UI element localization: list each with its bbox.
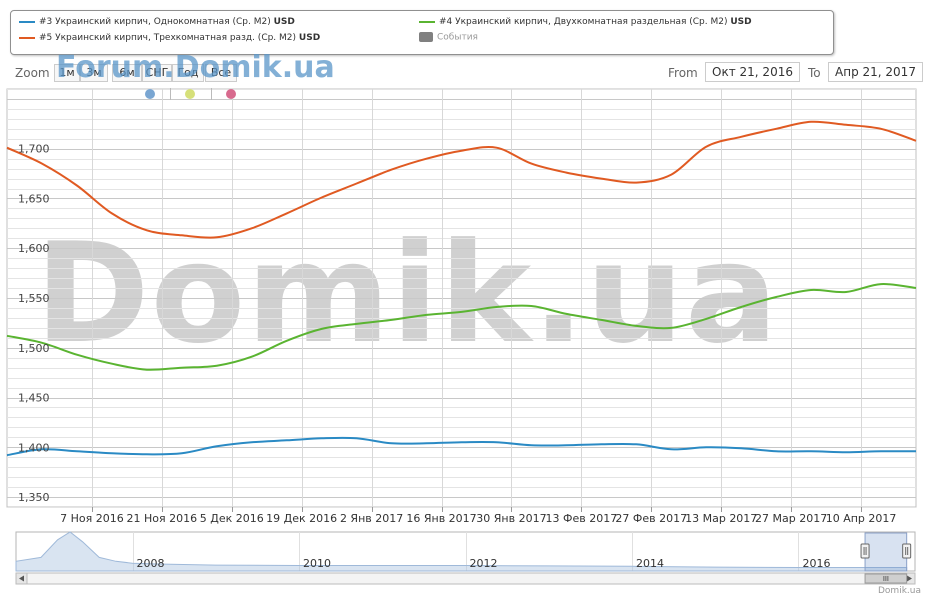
navigator-selection[interactable]	[864, 532, 908, 572]
x-tick-label: 5 Дек 2016	[200, 512, 264, 525]
navigator-handle-right[interactable]	[902, 543, 912, 559]
event-marker-1[interactable]	[145, 89, 155, 99]
x-tick-label: 7 Ноя 2016	[60, 512, 124, 525]
x-tick-label: 2 Янв 2017	[340, 512, 403, 525]
legend-swatch-icon	[419, 20, 435, 23]
from-date-input[interactable]: Окт 21, 2016	[705, 62, 800, 82]
zoom-button-1y[interactable]: Год	[172, 64, 204, 82]
legend-item-series-4[interactable]: #4 Украинский кирпич, Двухкомнатная разд…	[419, 17, 752, 27]
zoom-button-1m[interactable]: 1м	[54, 64, 80, 82]
zoom-label: Zoom	[15, 66, 50, 80]
x-tick-label: 10 Апр 2017	[826, 512, 897, 525]
legend-item-series-5[interactable]: #5 Украинский кирпич, Трехкомнатная разд…	[19, 33, 320, 43]
legend-unit: USD	[730, 17, 752, 27]
y-tick-label: 1,500	[18, 342, 50, 355]
navigator-year-label: 2012	[470, 557, 498, 570]
x-tick-label: 13 Фев 2017	[546, 512, 618, 525]
x-tick-label: 16 Янв 2017	[406, 512, 476, 525]
y-tick-label: 1,350	[18, 491, 50, 504]
y-tick-label: 1,600	[18, 242, 50, 255]
events-swatch-icon	[419, 32, 433, 42]
legend-item-events[interactable]: События	[419, 32, 478, 43]
zoom-button-3m[interactable]: 3м	[80, 64, 108, 82]
navigator-scrollbar-track[interactable]	[15, 572, 916, 585]
x-tick-label: 27 Мар 2017	[755, 512, 827, 525]
event-markers	[145, 88, 236, 100]
y-axis: 1,350 1,400 1,450 1,500 1,550 1,600 1,650 1,700	[18, 143, 50, 504]
navigator[interactable]: 2008 2010 2012 2014 2016	[15, 531, 916, 585]
x-tick-label: 21 Ноя 2016	[127, 512, 198, 525]
event-marker-2[interactable]	[185, 89, 195, 99]
y-tick-label: 1,700	[18, 143, 50, 156]
x-tick-label: 30 Янв 2017	[476, 512, 546, 525]
zoom-button-6m[interactable]: 6м	[112, 64, 142, 82]
to-label: To	[808, 66, 821, 80]
x-tick-label: 27 Фев 2017	[615, 512, 687, 525]
y-tick-label: 1,400	[18, 441, 50, 454]
to-date-input[interactable]: Апр 21, 2017	[828, 62, 923, 82]
legend-item-series-3[interactable]: #3 Украинский кирпич, Однокомнатная (Ср.…	[19, 17, 295, 27]
navigator-year-label: 2014	[636, 557, 664, 570]
navigator-series-area	[15, 531, 908, 572]
credit-link[interactable]: Domik.ua	[878, 586, 921, 596]
legend-label: #3 Украинский кирпич, Однокомнатная (Ср.…	[39, 17, 274, 27]
zoom-button-ytd[interactable]: СНГ	[142, 64, 172, 82]
legend-label: #4 Украинский кирпич, Двухкомнатная разд…	[439, 17, 731, 27]
x-axis: 7 Ноя 2016 21 Ноя 2016 5 Дек 2016 19 Дек 20…	[60, 507, 896, 525]
x-tick-label: 13 Мар 2017	[685, 512, 757, 525]
y-tick-label: 1,650	[18, 192, 50, 205]
legend-swatch-icon	[19, 36, 35, 39]
legend-unit: USD	[273, 17, 295, 27]
x-tick-label: 19 Дек 2016	[266, 512, 337, 525]
from-label: From	[668, 66, 698, 80]
arrow-right-icon	[907, 575, 912, 582]
series-layer	[6, 120, 917, 457]
grid-layer	[6, 88, 917, 508]
series-line-trehkomnatnaya[interactable]	[6, 120, 917, 239]
series-line-odnokomnatnaya[interactable]	[6, 436, 917, 457]
y-tick-label: 1,450	[18, 392, 50, 405]
navigator-handle-left[interactable]	[860, 543, 870, 559]
series-line-dvuhkomnatnaya[interactable]	[6, 283, 917, 371]
arrow-left-icon	[19, 575, 24, 582]
event-marker-3[interactable]	[226, 89, 236, 99]
navigator-year-label: 2008	[137, 557, 165, 570]
legend: #3 Украинский кирпич, Однокомнатная (Ср.…	[10, 10, 834, 55]
navigator-year-label: 2010	[303, 557, 331, 570]
zoom-button-all[interactable]: Все	[205, 64, 237, 82]
legend-label: #5 Украинский кирпич, Трехкомнатная разд…	[39, 33, 299, 43]
legend-unit: USD	[298, 33, 321, 43]
legend-swatch-icon	[19, 20, 35, 23]
legend-label: События	[437, 32, 478, 43]
y-tick-label: 1,550	[18, 292, 50, 305]
navigator-year-label: 2016	[802, 557, 830, 570]
